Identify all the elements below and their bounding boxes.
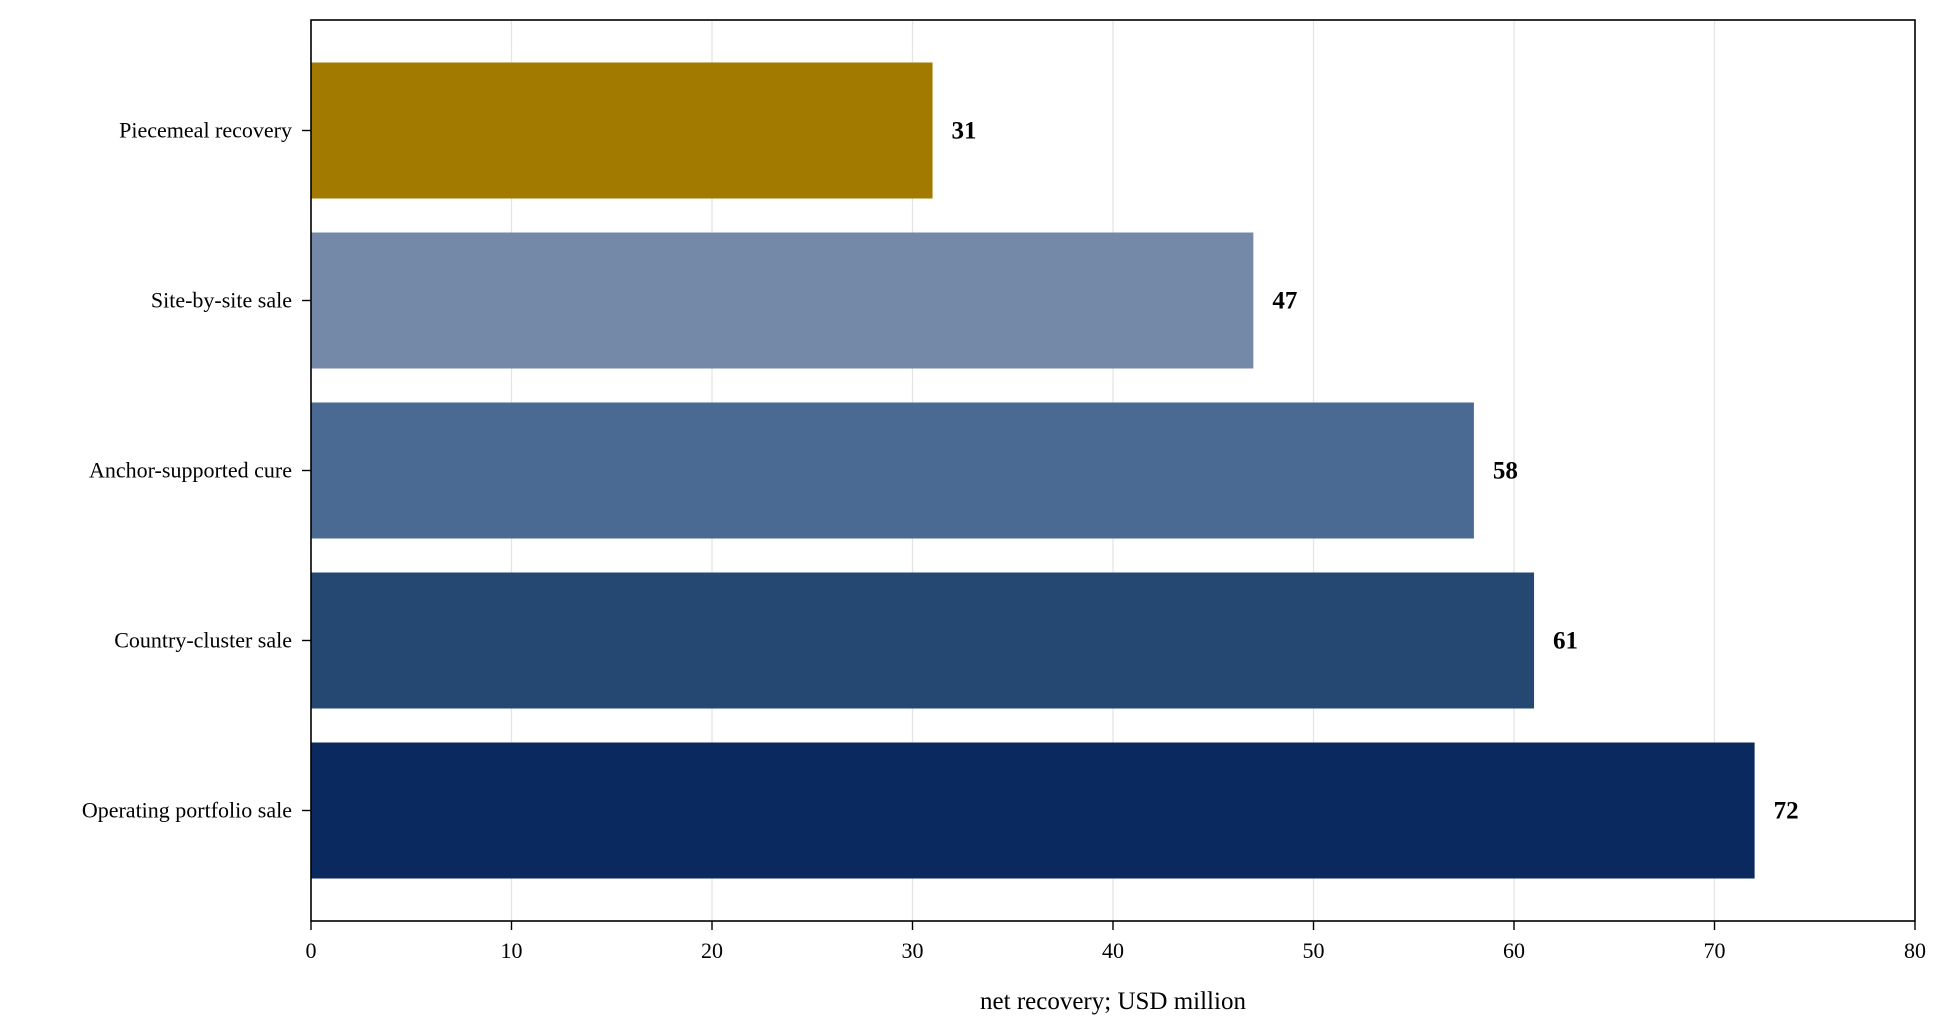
y-tick-label: Site-by-site sale	[151, 288, 292, 313]
x-tick-label: 40	[1102, 938, 1124, 963]
bar-value-label: 61	[1553, 628, 1578, 655]
x-tick-label: 50	[1303, 938, 1325, 963]
bar-value-label: 58	[1493, 458, 1518, 485]
x-tick-label: 10	[501, 938, 523, 963]
bar	[311, 402, 1474, 539]
y-tick-label: Operating portfolio sale	[82, 798, 292, 823]
bar-value-label: 31	[952, 118, 977, 145]
x-tick-label: 70	[1704, 938, 1726, 963]
bar-value-label: 72	[1774, 798, 1799, 825]
value-labels: 31 47 58 61 72	[952, 118, 1799, 825]
bar	[311, 572, 1535, 709]
x-tick-label: 0	[306, 938, 317, 963]
bar	[311, 232, 1254, 369]
y-tick-label: Piecemeal recovery	[119, 118, 292, 143]
x-tick-label: 30	[902, 938, 924, 963]
x-axis-title: net recovery; USD million	[980, 988, 1246, 1015]
bar-value-label: 47	[1272, 288, 1297, 315]
y-tick-label: Anchor-supported cure	[89, 458, 292, 483]
y-tick-label: Country-cluster sale	[114, 628, 292, 653]
bars	[311, 62, 1755, 879]
y-axis-ticks: Piecemeal recovery Site-by-site sale Ancho…	[82, 118, 311, 823]
x-tick-label: 60	[1503, 938, 1525, 963]
x-axis-ticks: 0 10 20 30 40 50 60 70 80	[306, 921, 1926, 963]
bar	[311, 62, 933, 199]
bar	[311, 742, 1755, 879]
x-tick-label: 80	[1904, 938, 1926, 963]
x-tick-label: 20	[701, 938, 723, 963]
